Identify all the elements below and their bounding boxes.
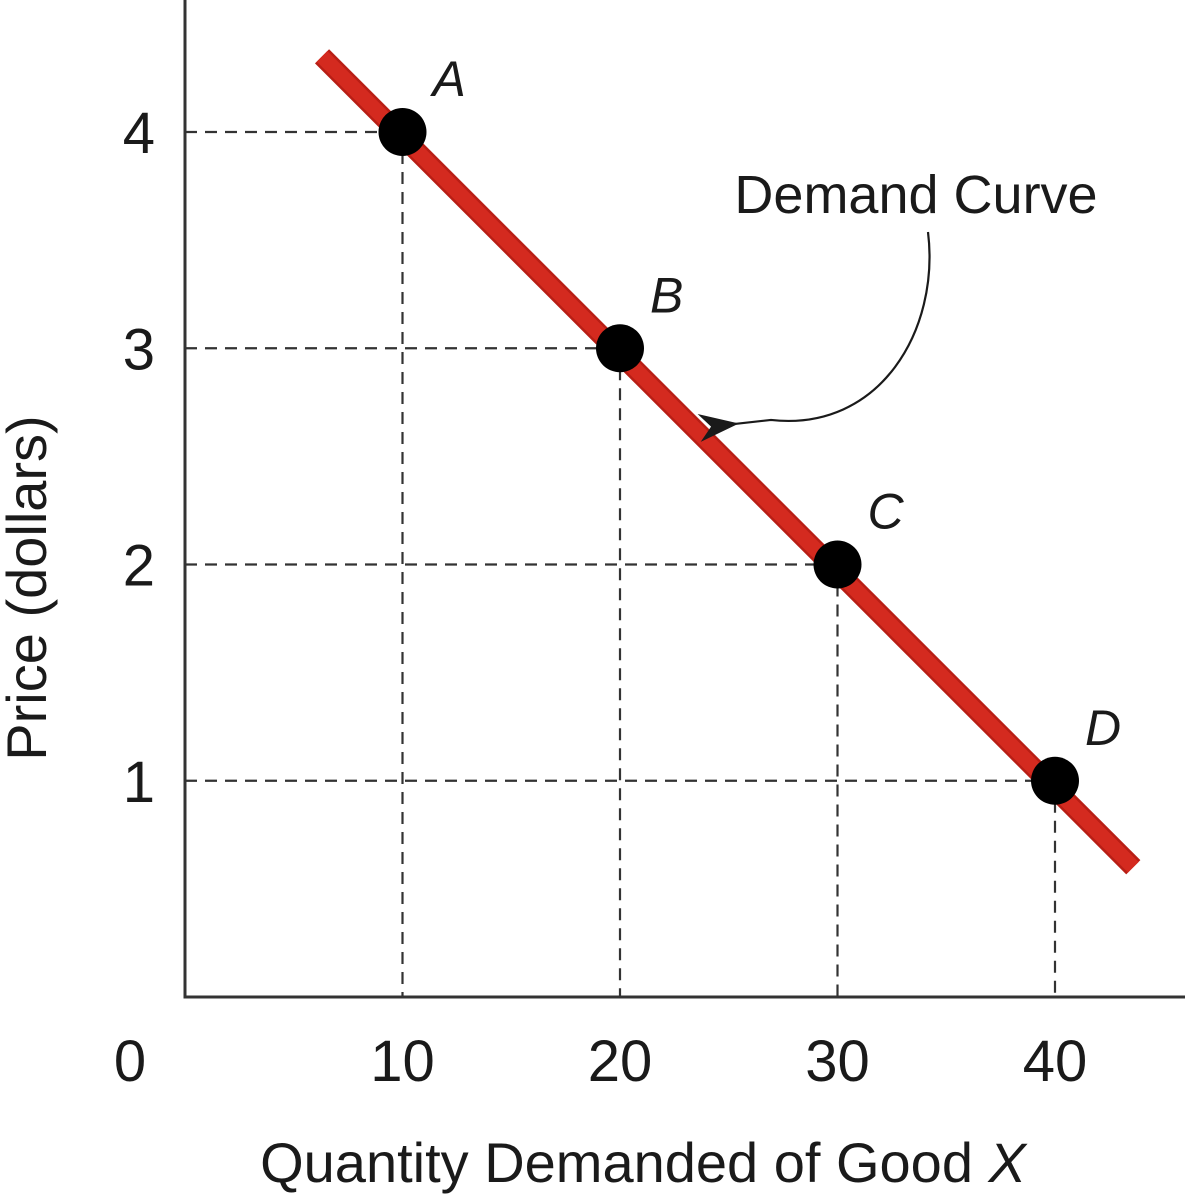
y-tick-label-3: 3 — [123, 317, 155, 382]
points-layer — [378, 108, 1079, 805]
demand-curve-line — [316, 51, 1139, 873]
x-axis-title-text: Quantity Demanded of Good — [260, 1131, 988, 1194]
annotation-layer: Demand Curve — [697, 165, 1098, 442]
point-label-b: B — [650, 267, 683, 323]
point-label-d: D — [1085, 700, 1121, 756]
guide-lines-layer — [185, 130, 1057, 997]
x-tick-label-30: 30 — [805, 1029, 870, 1094]
x-axis-title: Quantity Demanded of Good X — [260, 1131, 1028, 1194]
data-point-d — [1031, 756, 1079, 805]
y-tick-label-1: 1 — [123, 750, 155, 815]
data-point-a — [378, 108, 427, 156]
x-axis-title-variable: X — [987, 1131, 1029, 1194]
point-label-a: A — [430, 51, 466, 107]
x-tick-label-10: 10 — [370, 1029, 435, 1094]
y-tick-label-2: 2 — [123, 534, 155, 599]
curve-layer — [314, 49, 1141, 875]
labels-layer: A B C D 1 2 3 4 10 20 30 40 0 Quantity Demanded of Go… — [0, 51, 1121, 1194]
x-tick-label-20: 20 — [588, 1029, 653, 1094]
axes-layer — [183, 0, 1185, 999]
y-axis-title: Price (dollars) — [0, 415, 58, 760]
data-point-b — [596, 324, 644, 373]
point-label-c: C — [868, 484, 905, 540]
x-tick-label-40: 40 — [1023, 1029, 1088, 1094]
y-tick-label-4: 4 — [123, 101, 155, 166]
origin-label: 0 — [114, 1029, 146, 1094]
demand-curve-annotation-arrow — [697, 231, 931, 442]
data-point-c — [813, 540, 862, 589]
demand-curve-annotation-label: Demand Curve — [734, 165, 1097, 225]
